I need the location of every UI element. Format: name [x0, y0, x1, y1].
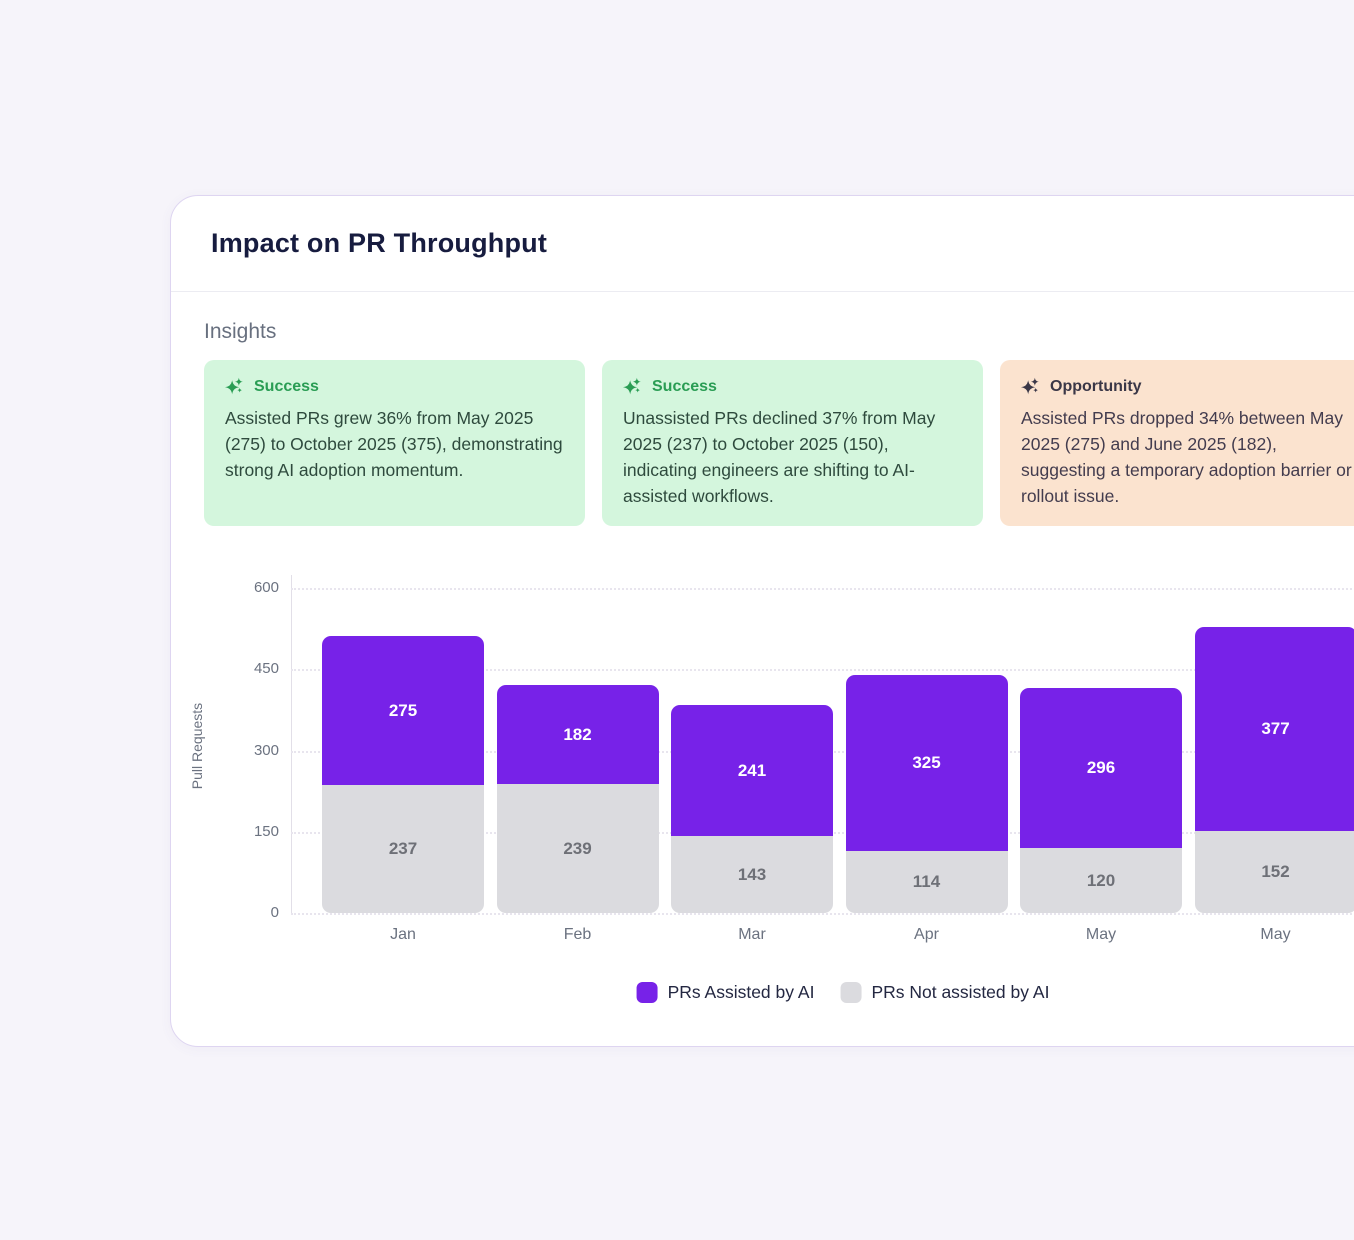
legend-label: PRs Assisted by AI [667, 982, 815, 1002]
legend-swatch-assisted [636, 982, 658, 1003]
bar-segment-not-assisted-jan-0[interactable]: 237 [322, 785, 484, 913]
pr-throughput-chart: Pull Requests 0 150 300 450 600 237 275 Jan 239 1… [171, 575, 1354, 1038]
insight-text: Assisted PRs dropped 34% between May 202… [1021, 408, 1352, 506]
y-tick-label-600: 600 [253, 579, 279, 596]
insight-card-header: Opportunity [1021, 377, 1354, 396]
bar-segment-assisted-mar-2[interactable]: 241 [671, 705, 833, 836]
sparkles-icon [225, 377, 243, 395]
sparkles-icon [1021, 377, 1039, 395]
bar-segment-not-assisted-apr-3[interactable]: 114 [845, 851, 1008, 913]
insight-card-header: Success [225, 377, 564, 396]
insight-text: Unassisted PRs declined 37% from May 202… [623, 408, 936, 506]
bar-segment-not-assisted-mar-2[interactable]: 143 [671, 836, 833, 913]
bar-segment-not-assisted-feb-1[interactable]: 239 [496, 784, 659, 913]
x-tick-label-mar-2: Mar [738, 926, 766, 943]
legend-label: PRs Not assisted by AI [871, 982, 1050, 1002]
x-tick-label-apr-3: Apr [914, 926, 939, 943]
insight-card-success-2: Success Unassisted PRs declined 37% from… [602, 360, 983, 526]
insight-card-opportunity: Opportunity Assisted PRs dropped 34% bet… [1000, 360, 1354, 526]
legend-swatch-not-assisted [840, 982, 862, 1003]
insights-row: Success Assisted PRs grew 36% from May 2… [204, 360, 1354, 526]
x-tick-label-jan-0: Jan [390, 926, 416, 943]
pr-throughput-card: Impact on PR Throughput Insights Success… [170, 195, 1354, 1047]
grid-line-0 [291, 913, 1354, 915]
legend-item-assisted[interactable]: PRs Assisted by AI [636, 982, 815, 1003]
insight-card-success-1: Success Assisted PRs grew 36% from May 2… [204, 360, 585, 526]
insight-label: Success [652, 377, 717, 395]
y-tick-label-150: 150 [253, 822, 279, 840]
y-tick-label-0: 0 [270, 904, 279, 921]
x-tick-label-feb-1: Feb [563, 926, 592, 943]
y-axis-line [291, 575, 292, 914]
legend-item-not-assisted[interactable]: PRs Not assisted by AI [840, 982, 1049, 1003]
y-tick-label-300: 300 [253, 741, 279, 759]
insight-label: Success [254, 377, 319, 395]
grid-line-450 [291, 669, 1354, 672]
bar-segment-assisted-feb-1[interactable]: 182 [496, 685, 659, 784]
y-tick-label-450: 450 [253, 660, 279, 678]
page-title: Impact on PR Throughput [211, 228, 548, 258]
sparkles-icon [623, 377, 641, 395]
insight-text: Assisted PRs grew 36% from May 2025 (275… [225, 408, 563, 480]
chart-legend: PRs Assisted by AI PRs Not assisted by A… [636, 982, 1049, 1003]
card-header: Impact on PR Throughput [171, 196, 1354, 292]
bar-segment-assisted-may-5[interactable]: 377 [1194, 627, 1354, 831]
insight-card-header: Success [623, 377, 962, 396]
insights-section-label: Insights [204, 320, 277, 343]
bar-segment-assisted-may-4[interactable]: 296 [1020, 688, 1182, 848]
x-tick-label-may-5: May [1260, 926, 1291, 943]
grid-line-600 [291, 588, 1354, 590]
bar-segment-not-assisted-may-5[interactable]: 152 [1194, 831, 1354, 913]
insight-label: Opportunity [1050, 377, 1142, 395]
bar-segment-not-assisted-may-4[interactable]: 120 [1020, 848, 1182, 913]
bar-segment-assisted-apr-3[interactable]: 325 [845, 675, 1008, 851]
x-tick-label-may-4: May [1085, 926, 1117, 943]
bar-segment-assisted-jan-0[interactable]: 275 [322, 636, 484, 785]
